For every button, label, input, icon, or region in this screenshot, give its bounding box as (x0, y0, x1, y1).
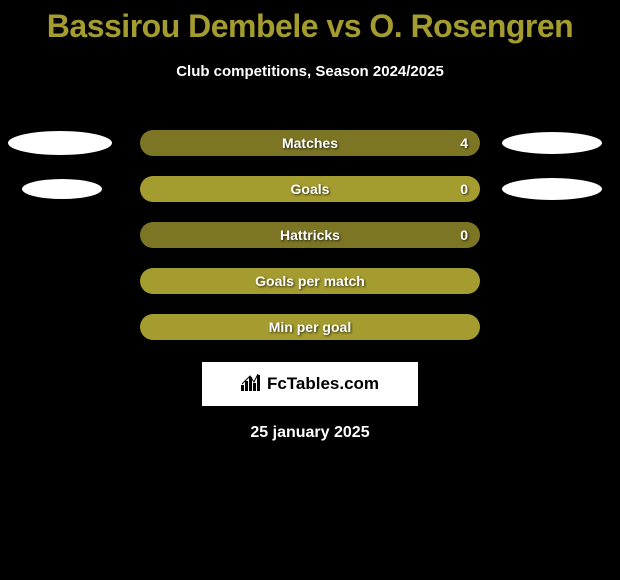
stat-row: Hattricks 0 (0, 212, 620, 258)
date-label: 25 january 2025 (0, 424, 620, 442)
stat-bar: Hattricks 0 (140, 222, 480, 248)
decorative-ellipse (22, 179, 102, 199)
stat-label: Matches (282, 135, 338, 151)
stat-row: Goals per match (0, 258, 620, 304)
page-title: Bassirou Dembele vs O. Rosengren (0, 0, 620, 45)
subtitle: Club competitions, Season 2024/2025 (0, 63, 620, 80)
stats-container: Matches 4 Goals 0 Hattricks 0 Goals per match M… (0, 120, 620, 350)
brand-text: FcTables.com (267, 374, 379, 394)
stat-value: 0 (460, 227, 468, 243)
decorative-ellipse (502, 178, 602, 200)
stat-row: Min per goal (0, 304, 620, 350)
stat-value: 0 (460, 181, 468, 197)
stat-label: Goals per match (255, 273, 365, 289)
stat-row: Matches 4 (0, 120, 620, 166)
stat-row: Goals 0 (0, 166, 620, 212)
stat-bar: Goals per match (140, 268, 480, 294)
stat-bar: Matches 4 (140, 130, 480, 156)
chart-bars-icon (241, 373, 263, 396)
stat-label: Hattricks (280, 227, 340, 243)
decorative-ellipse (8, 131, 112, 155)
brand-badge: FcTables.com (202, 362, 418, 406)
decorative-ellipse (502, 132, 602, 154)
stat-label: Min per goal (269, 319, 351, 335)
stat-label: Goals (291, 181, 330, 197)
stat-value: 4 (460, 135, 468, 151)
stat-bar: Min per goal (140, 314, 480, 340)
stat-bar: Goals 0 (140, 176, 480, 202)
